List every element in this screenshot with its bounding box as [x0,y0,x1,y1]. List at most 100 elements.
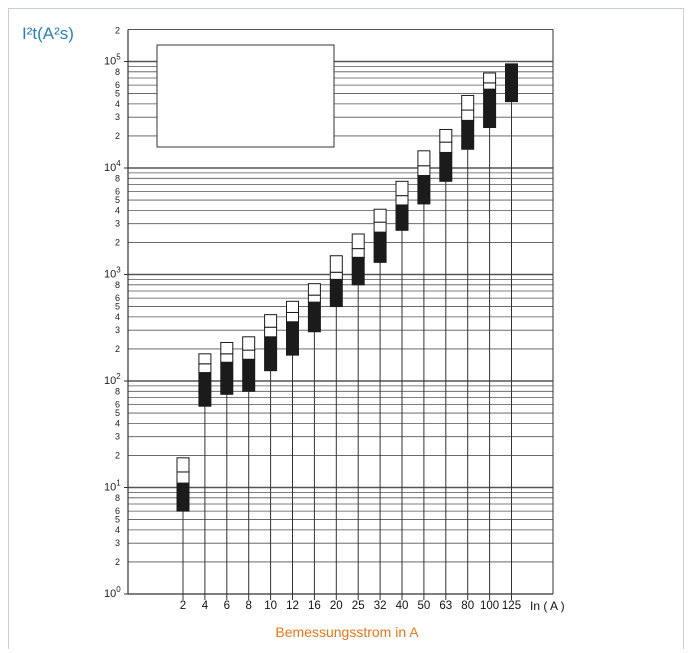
bar-segment [286,311,299,323]
y-tick-label-minor: 2 [115,131,120,141]
bar-segment [439,128,453,143]
y-axis-title: I²t(A²s) [22,24,74,43]
y-tick-label-major: 104 [104,159,121,174]
bar-segment [198,363,212,374]
y-tick-label-top: 2 [115,25,120,35]
y-tick-label-minor: 4 [115,525,120,535]
bar-segment [395,204,409,231]
x-unit-label: In ( A ) [530,599,565,613]
x-tick-label: 8 [245,600,251,612]
y-tick-label-minor: 6 [115,80,120,90]
bar-segment [242,349,256,360]
bar-segment [242,358,256,392]
y-tick-label-minor: 5 [115,302,120,312]
y-tick-label-minor: 4 [115,205,120,215]
bar-segment [286,300,299,313]
y-tick-label-minor: 5 [115,195,120,205]
y-tick-label-minor: 5 [115,89,120,99]
y-tick-label-minor: 4 [115,312,120,322]
bar-segment [286,321,299,356]
y-tick-label-minor: 8 [115,67,120,77]
y-tick-label-minor: 6 [115,187,120,197]
bar-segment [351,248,365,258]
y-tick-label-minor: 5 [115,515,120,525]
x-tick-label: 6 [224,600,230,612]
x-tick-label: 4 [202,600,209,612]
x-tick-label: 25 [352,600,365,612]
x-tick-label: 80 [461,600,474,612]
bar-segment [329,271,343,280]
x-tick-label: 16 [308,600,321,612]
bar-segment [483,88,497,129]
bar-segment [307,283,321,296]
y-tick-label-minor: 4 [115,418,120,428]
bar-segment [220,361,234,395]
bar-segment [439,151,453,182]
bar-segment [307,301,321,333]
x-tick-label: 50 [418,600,431,612]
y-tick-label-minor: 3 [115,325,120,335]
bar-segment [264,326,278,338]
y-tick-label-minor: 3 [115,432,120,442]
bar-segment [461,94,475,111]
bar-segment [373,231,387,263]
y-tick-label-minor: 3 [115,219,120,229]
bar-segment [483,72,497,84]
bars [176,63,518,600]
y-tick-label-minor: 8 [115,386,120,396]
bar-segment [242,336,256,351]
bar-segment [329,278,343,308]
y-tick-label-minor: 2 [115,450,120,460]
y-tick-label-minor: 6 [115,506,120,516]
y-tick-label-minor: 4 [115,99,120,109]
x-ticks: 2 4 6 8 10 12 16 20 25 32 40 50 63 80 100 125 In ( A ) [180,599,565,613]
y-tick-label-minor: 2 [115,237,120,247]
y-tick-label-minor: 3 [115,112,120,122]
bar-segment [264,314,278,328]
bar-segment [176,482,190,512]
bar-segment [198,372,212,407]
y-tick-label-major: 102 [104,372,121,387]
x-tick-label: 125 [502,600,521,612]
x-tick-label: 32 [374,600,387,612]
y-tick-label-major: 101 [104,479,121,494]
bar-segment [329,255,343,273]
bar-segment [417,150,431,167]
x-tick-label: 100 [480,600,499,612]
bar-segment [176,471,190,484]
legend-box [156,44,335,148]
legend-box-rect [156,44,335,148]
bar-segment [461,119,475,150]
x-tick-label: 40 [396,600,409,612]
bar-segment [395,180,409,197]
x-axis-title: Bemessungsstrom in A [275,624,419,640]
bar-segment [307,294,321,303]
bar-segment [373,221,387,233]
y-tick-label-minor: 5 [115,408,120,418]
y-tick-label-minor: 8 [115,493,120,503]
y-tick-label-minor: 8 [115,280,120,290]
bar-segment [264,336,278,372]
y-ticks: 1001011021031041052345682345682345682345… [104,25,128,600]
y-tick-label-major: 103 [104,266,121,281]
bar-segment [395,195,409,206]
bar-segment [220,341,234,355]
y-tick-label-minor: 2 [115,557,120,567]
y-tick-label-minor: 6 [115,293,120,303]
bar-segment [351,233,365,250]
x-tick-label: 10 [264,600,277,612]
y-tick-label-minor: 8 [115,173,120,183]
bar-segment [417,175,431,205]
x-tick-label: 2 [180,600,186,612]
y-tick-label-major: 105 [104,53,121,68]
bar-segment [351,256,365,286]
x-tick-label: 20 [330,600,343,612]
bar-segment [373,208,387,223]
x-tick-label: 63 [439,600,452,612]
bar-segment [198,353,212,365]
bar-segment [176,457,190,473]
chart-frame [8,8,684,649]
bar-segment [461,109,475,121]
bar-segment [417,165,431,177]
